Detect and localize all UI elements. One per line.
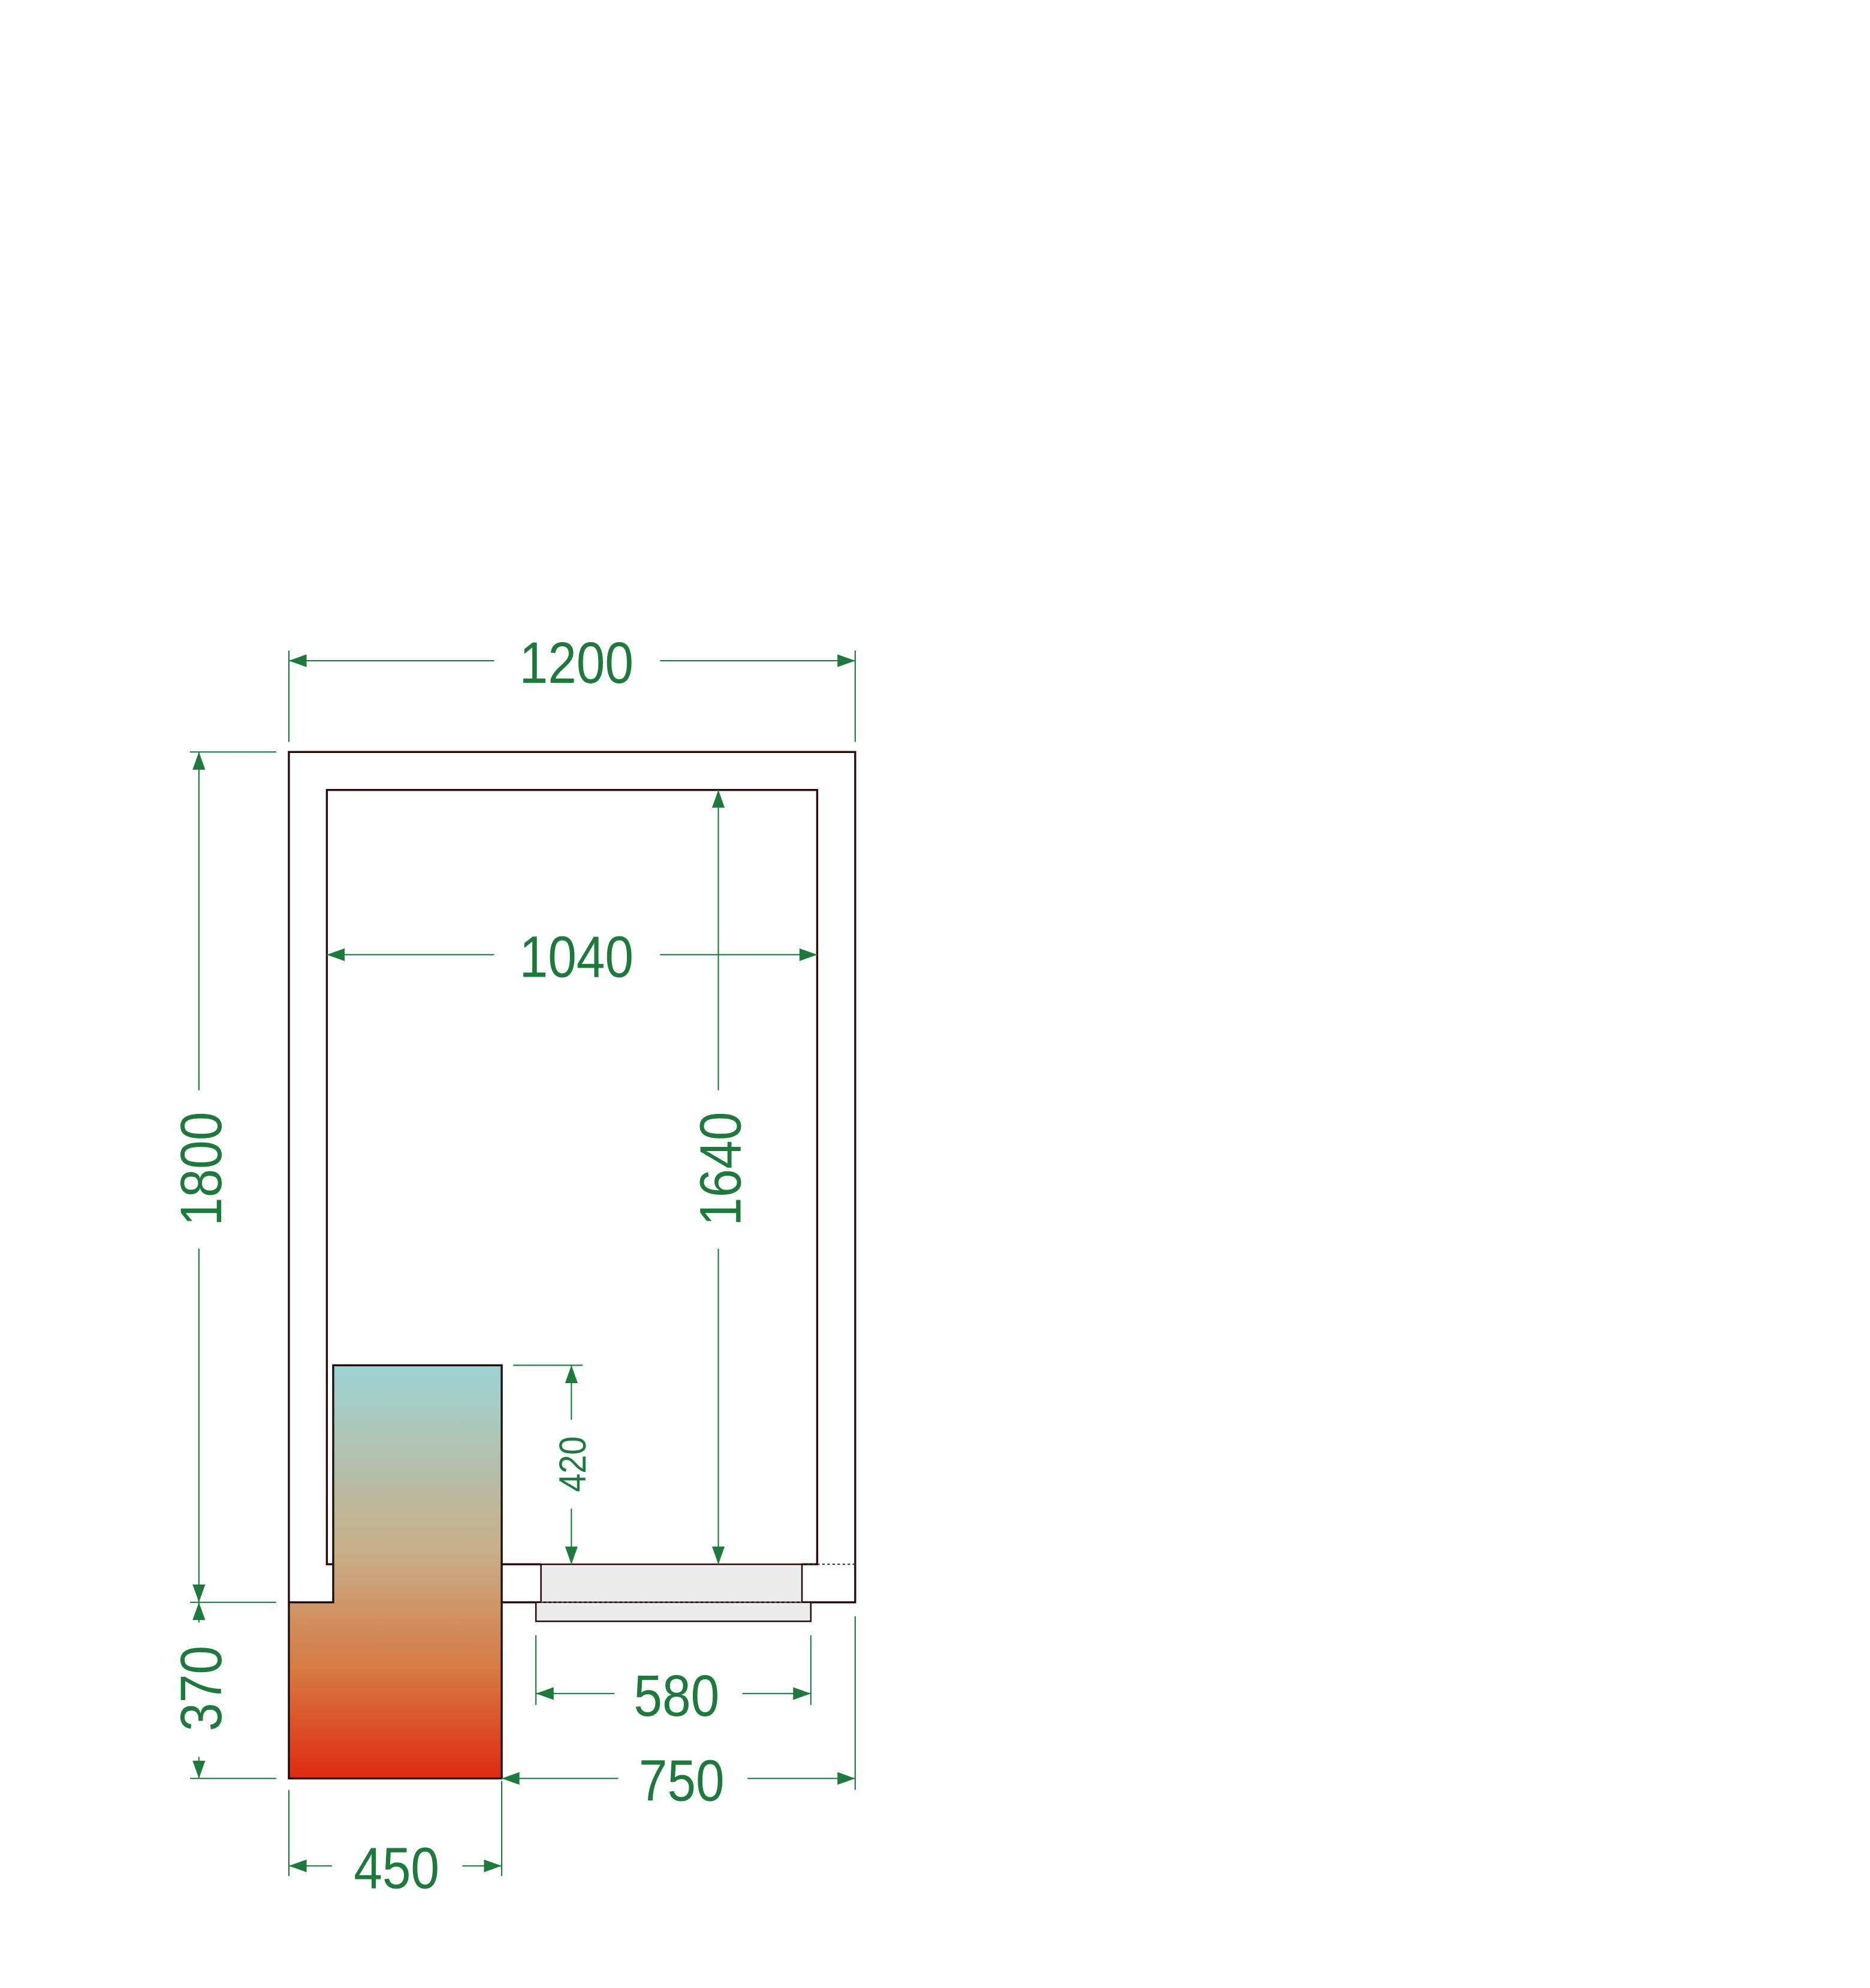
- dimension-right-offset: 750: [502, 1616, 856, 1814]
- dimension-step-depth: 370: [169, 1602, 276, 1779]
- dimension-outer-depth: 1800: [169, 751, 276, 1603]
- refrigeration-unit: [288, 1364, 503, 1780]
- cold-room-walls: [288, 751, 856, 1604]
- dimension-label: 450: [354, 1836, 439, 1900]
- dimension-label: 1200: [520, 631, 634, 695]
- dimension-inner-depth: 1640: [689, 790, 753, 1565]
- dimension-inner-width: 1040: [327, 925, 818, 990]
- dimension-unit-height: 420: [513, 1365, 594, 1565]
- dimension-label: 1040: [520, 925, 634, 990]
- dimension-door-width: 580: [535, 1635, 812, 1728]
- door: [535, 1563, 812, 1622]
- dimension-label: 580: [634, 1664, 719, 1728]
- dimension-label: 370: [169, 1646, 234, 1731]
- dimension-label: 1800: [169, 1112, 234, 1226]
- dimension-label: 750: [639, 1749, 725, 1814]
- outer-wall: [288, 751, 856, 1604]
- door-frame: [535, 1601, 812, 1622]
- dimension-unit-width: 450: [288, 1781, 503, 1901]
- dimension-outer-width: 1200: [288, 631, 856, 742]
- dimension-label: 420: [551, 1436, 594, 1492]
- door-leaf: [540, 1563, 803, 1603]
- dimension-label: 1640: [689, 1112, 753, 1226]
